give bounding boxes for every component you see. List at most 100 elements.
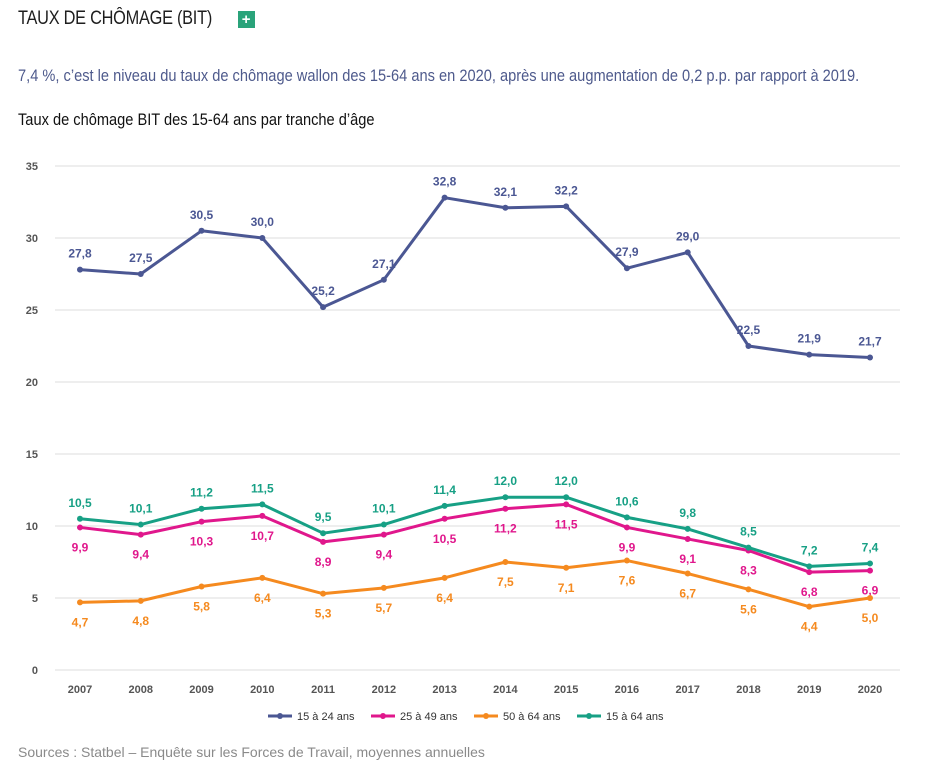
y-tick-label: 25 [26,305,38,317]
legend-entry-4: 15 à 64 ans [606,711,664,723]
data-label: 4,4 [801,620,818,634]
data-label: 9,5 [315,510,332,524]
data-point [259,574,266,581]
data-point [502,204,509,211]
data-label: 21,7 [858,335,882,349]
data-label: 32,1 [494,185,518,199]
x-tick-label: 2013 [432,684,456,696]
data-label: 10,6 [615,494,639,508]
data-label: 11,2 [190,486,213,500]
data-point [745,586,752,593]
data-label: 11,5 [555,517,578,531]
data-point [806,603,813,610]
data-label: 6,4 [254,591,271,605]
data-label: 12,0 [494,474,518,488]
legend-entry-3: 50 à 64 ans [503,711,561,723]
data-label: 27,1 [372,257,396,271]
data-label: 4,8 [132,614,149,628]
x-tick-label: 2012 [372,684,396,696]
legend-marker [380,713,386,719]
data-point [867,560,873,567]
data-point [502,505,509,512]
data-point [806,563,813,570]
data-label: 4,7 [72,615,89,629]
series-line-4 [79,495,871,568]
legend-marker [586,713,592,719]
data-point [320,590,327,597]
data-point [137,597,144,604]
data-point [502,559,509,565]
legend-entry-1: 15 à 24 ans [297,711,355,723]
data-point [198,505,205,512]
y-tick-label: 5 [32,593,38,605]
data-point [806,351,813,358]
series-line-1 [79,196,871,360]
lead-text: 7,4 %, c’est le niveau du taux de chômag… [18,66,860,85]
data-point [77,266,83,273]
data-label: 9,4 [132,548,149,562]
data-label: 9,9 [619,540,636,554]
data-label: 7,1 [558,581,575,595]
data-point [623,557,630,564]
data-label: 10,1 [129,502,153,516]
data-label: 21,9 [798,332,822,346]
data-label: 32,8 [433,175,457,189]
data-point [259,501,266,508]
data-label: 30,5 [190,208,214,222]
data-point [320,530,327,537]
y-tick-label: 35 [26,161,38,173]
data-label: 5,6 [740,602,757,616]
series-line-2 [79,502,871,574]
data-label: 25,2 [311,284,335,298]
data-label: 5,7 [376,601,393,615]
y-tick-label: 10 [26,521,38,533]
data-point [441,515,448,522]
data-label: 6,7 [679,587,696,601]
data-label: 27,5 [129,251,153,265]
data-point [320,304,327,311]
data-label: 32,2 [554,183,578,197]
data-label: 6,4 [436,591,453,605]
data-point [137,271,144,277]
data-point [380,276,387,283]
data-label: 8,9 [315,555,332,569]
data-label: 10,1 [372,502,396,516]
x-tick-label: 2020 [858,684,882,696]
data-label: 8,3 [740,563,757,577]
data-point [198,518,205,525]
line-chart: 0 5 10 15 20 25 30 35 2007 2008 2009 2010 2011 2012 20… [26,161,900,723]
data-point [563,494,570,501]
legend-entry-2: 25 à 49 ans [400,711,458,723]
data-label: 7,2 [801,543,818,557]
data-label: 9,4 [376,548,393,562]
data-point [380,584,387,591]
x-tick-label: 2010 [250,684,274,696]
data-label: 7,5 [497,575,514,589]
section-title: TAUX DE CHÔMAGE (BIT) [18,8,213,29]
source-text: Sources : Statbel – Enquête sur les Forc… [18,744,485,760]
y-tick-label: 30 [26,233,38,245]
data-label: 10,7 [251,529,275,543]
data-point [623,514,630,521]
data-label: 27,9 [615,245,639,259]
data-point [320,538,327,545]
x-tick-label: 2015 [554,684,578,696]
data-label: 9,9 [72,540,89,554]
x-tick-label: 2018 [736,684,760,696]
data-point [563,564,570,571]
data-point [77,524,83,531]
data-label: 7,6 [619,574,636,588]
data-label: 8,5 [740,525,757,539]
data-label: 5,8 [193,599,210,613]
x-tick-label: 2009 [189,684,213,696]
data-label: 11,5 [251,481,274,495]
data-point [563,501,570,508]
data-point [137,531,144,538]
chart-subtitle: Taux de chômage BIT des 15-64 ans par tr… [18,110,375,129]
x-tick-label: 2008 [129,684,153,696]
data-label: 29,0 [676,229,700,243]
expand-plus-button[interactable]: + [237,10,255,28]
data-point [806,569,813,576]
data-point [441,502,448,509]
data-point [684,570,691,577]
